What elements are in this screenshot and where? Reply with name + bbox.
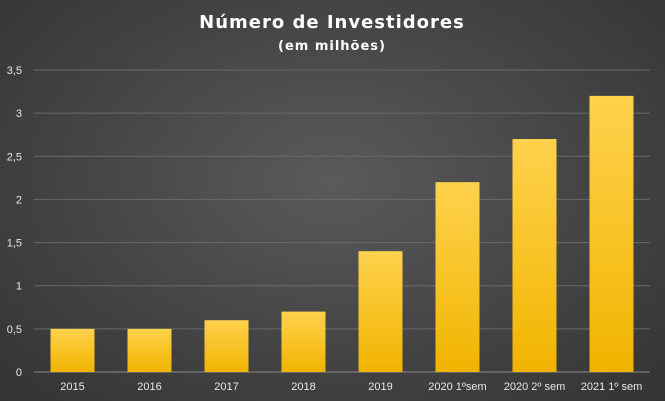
y-tick-label: 3,5 [7, 65, 22, 77]
y-tick-label: 3 [16, 108, 22, 120]
gridlines [34, 69, 650, 373]
x-tick-label: 2015 [60, 381, 84, 393]
chart-title: Número de Investidores [199, 12, 465, 33]
bar-2020-1ºsem [435, 182, 480, 372]
bar-2015 [50, 328, 95, 372]
y-tick-label: 0 [16, 367, 22, 379]
bar-2020-2º-sem [512, 139, 557, 372]
x-tick-label: 2019 [368, 381, 392, 393]
y-tick-label: 1 [16, 281, 22, 293]
x-tick-label: 2020 1ºsem [428, 381, 486, 393]
chart-subtitle: (em milhões) [278, 39, 386, 54]
bar-2017 [204, 320, 249, 372]
bar-2016 [127, 328, 172, 372]
y-tick-label: 0,5 [7, 324, 22, 336]
x-tick-label: 2020 2º sem [504, 381, 566, 393]
y-axis-ticks: 0 0,5 1 1,5 2 2,5 3 3,5 [7, 65, 22, 379]
bar-2018 [281, 311, 326, 372]
x-tick-label: 2018 [291, 381, 315, 393]
x-tick-label: 2017 [214, 381, 238, 393]
x-tick-label: 2016 [137, 381, 161, 393]
x-tick-label: 2021 1º sem [581, 381, 643, 393]
x-axis-ticks: 2015 2016 2017 2018 2019 2020 1ºsem 2020 2º se… [60, 381, 642, 393]
y-tick-label: 1,5 [7, 238, 22, 250]
y-tick-label: 2,5 [7, 151, 22, 163]
bars [50, 95, 634, 372]
y-tick-label: 2 [16, 194, 22, 206]
bar-2019 [358, 251, 403, 372]
bar-2021-1º-sem [589, 95, 634, 372]
